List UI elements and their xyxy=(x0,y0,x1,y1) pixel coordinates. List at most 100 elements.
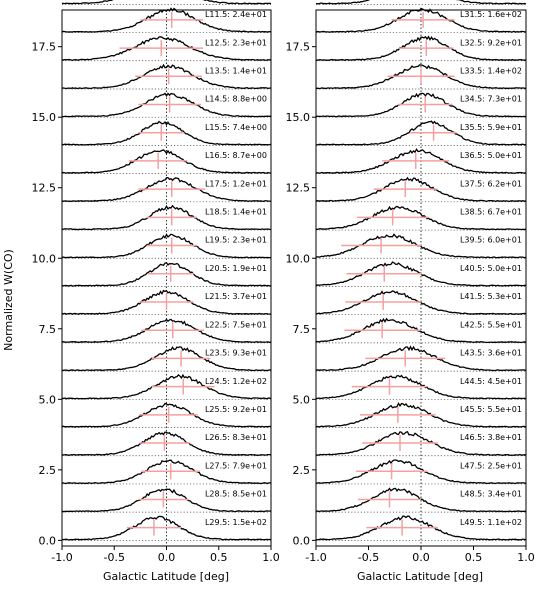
row-label: L19.5: 2.3e+01 xyxy=(205,236,267,245)
row-label: L12.5: 2.3e+01 xyxy=(205,38,267,47)
row-label: L17.5: 1.2e+01 xyxy=(205,179,267,188)
y-tick-label: 12.5 xyxy=(32,182,57,195)
row-label: L14.5: 8.8e+00 xyxy=(205,95,267,104)
profile-row: L17.5: 1.2e+01 xyxy=(61,176,272,203)
profile-row: L25.5: 9.2e+01 xyxy=(61,402,272,428)
profile-line xyxy=(315,147,527,174)
profile-line xyxy=(315,317,527,344)
row-label: L29.5: 1.5e+02 xyxy=(205,518,267,527)
row-label: L33.5: 1.4e+02 xyxy=(460,66,522,75)
profile-line xyxy=(61,204,272,231)
profile-line xyxy=(61,261,272,287)
profile-row: L43.5: 3.6e+01 xyxy=(315,345,527,372)
row-label: L37.5: 6.2e+01 xyxy=(460,179,522,188)
row-label: L49.5: 1.1e+02 xyxy=(460,518,522,527)
profile-row: L15.5: 7.4e+00 xyxy=(61,120,272,146)
row-label: L48.5: 3.4e+01 xyxy=(460,490,522,499)
row-label: L40.5: 5.0e+01 xyxy=(460,264,522,273)
profile-row: L20.5: 1.9e+01 xyxy=(61,261,272,287)
profile-row: L40.5: 5.0e+01 xyxy=(315,261,527,287)
profile-line xyxy=(61,36,272,61)
profile-line xyxy=(315,0,527,5)
profile-line xyxy=(315,64,527,90)
profile-row: L47.5: 2.5e+01 xyxy=(315,459,527,485)
profile-line xyxy=(315,374,527,400)
profile-line xyxy=(61,402,272,428)
y-tick-label: 10.0 xyxy=(286,252,311,265)
row-label: L26.5: 8.3e+01 xyxy=(205,433,267,442)
profile-row: L30.5: 2.8e+02 xyxy=(315,0,527,5)
profile-line xyxy=(315,120,527,146)
profile-row: L27.5: 7.9e+01 xyxy=(61,459,272,485)
y-tick-label: 2.5 xyxy=(39,464,57,477)
profile-line xyxy=(61,488,272,513)
profile-line xyxy=(315,233,527,259)
left-panel: -1.0 -0.5 0.0 0.5 1.0 0.0 2.5 5.0 7.5 10.0 12.5 15.… xyxy=(32,0,280,564)
profile-row: L48.5: 3.4e+01 xyxy=(315,487,527,513)
row-label: L34.5: 7.3e+01 xyxy=(460,95,522,104)
right-panel: -1.0 -0.5 0.0 0.5 1.0 0.0 2.5 5.0 7.5 10.0 12.5 15.… xyxy=(286,0,535,564)
x-axis-label-right: Galactic Latitude [deg] xyxy=(357,570,483,583)
profile-line xyxy=(61,515,272,541)
profile-row: L39.5: 6.0e+01 xyxy=(315,233,527,259)
row-label: L23.5: 9.3e+01 xyxy=(205,349,267,358)
x-tick-label: -1.0 xyxy=(305,551,326,564)
y-tick-label: 15.0 xyxy=(32,111,57,124)
x-tick-label: 0.0 xyxy=(158,551,176,564)
profile-line xyxy=(315,402,527,428)
profile-line xyxy=(61,431,271,456)
row-label: L24.5: 1.2e+02 xyxy=(205,377,267,386)
profile-row: L49.5: 1.1e+02 xyxy=(315,515,527,541)
x-tick-label: 0.5 xyxy=(465,551,483,564)
profile-line xyxy=(61,120,272,146)
row-label: L39.5: 6.0e+01 xyxy=(460,236,522,245)
profile-row: L12.5: 2.3e+01 xyxy=(61,36,272,62)
row-label: L22.5: 7.5e+01 xyxy=(205,320,267,329)
y-tick-label: 0.0 xyxy=(293,534,311,547)
profile-line xyxy=(315,430,527,456)
row-label: L13.5: 1.4e+01 xyxy=(205,66,267,75)
row-label: L35.5: 5.9e+01 xyxy=(460,123,522,132)
profile-row: L23.5: 9.3e+01 xyxy=(61,346,272,372)
profile-row: L37.5: 6.2e+01 xyxy=(315,176,527,203)
profile-row: L18.5: 1.4e+01 xyxy=(61,204,272,231)
y-tick-label: 7.5 xyxy=(293,323,311,336)
profile-line xyxy=(315,459,527,485)
profile-row: L29.5: 1.5e+02 xyxy=(61,515,272,541)
profile-line xyxy=(315,176,527,203)
y-tick-label: 17.5 xyxy=(32,41,57,54)
y-tick-label: 2.5 xyxy=(293,464,311,477)
profile-line xyxy=(61,0,272,5)
profile-row: L26.5: 8.3e+01 xyxy=(61,431,271,457)
row-label: L11.5: 2.4e+01 xyxy=(205,10,267,19)
profile-row: L41.5: 5.3e+01 xyxy=(315,290,526,316)
profile-line xyxy=(61,92,272,118)
y-tick-label: 10.0 xyxy=(32,252,57,265)
profile-row: L22.5: 7.5e+01 xyxy=(61,318,272,344)
x-tick-label: 0.0 xyxy=(412,551,430,564)
y-axis-label: Normalized W(CO) xyxy=(2,249,15,351)
row-label: L47.5: 2.5e+01 xyxy=(460,461,522,470)
profile-row: L44.5: 4.5e+01 xyxy=(315,374,527,400)
profile-row: L11.5: 2.4e+01 xyxy=(61,7,272,33)
row-label: L31.5: 1.6e+02 xyxy=(460,10,522,19)
profile-row: L42.5: 5.5e+01 xyxy=(315,317,527,344)
profile-row: L45.5: 5.5e+01 xyxy=(315,402,527,428)
profile-row: L32.5: 9.2e+01 xyxy=(315,35,527,62)
profile-line xyxy=(315,35,527,61)
profile-row: L13.5: 1.4e+01 xyxy=(61,63,272,90)
x-tick-label: -0.5 xyxy=(358,551,379,564)
x-tick-label: 1.0 xyxy=(517,551,535,564)
profile-row: L34.5: 7.3e+01 xyxy=(315,92,527,118)
profile-row: L10.5: 7.9e+01 xyxy=(61,0,272,5)
row-label: L38.5: 6.7e+01 xyxy=(460,208,522,217)
profile-row: L14.5: 8.8e+00 xyxy=(61,92,272,118)
profile-line xyxy=(315,205,527,231)
profile-line xyxy=(61,233,272,259)
y-tick-label: 17.5 xyxy=(286,41,311,54)
y-tick-label: 0.0 xyxy=(39,534,57,547)
y-tick-label: 5.0 xyxy=(39,393,57,406)
profile-row: L16.5: 8.7e+00 xyxy=(61,149,272,174)
profile-row: L21.5: 3.7e+01 xyxy=(61,289,272,316)
